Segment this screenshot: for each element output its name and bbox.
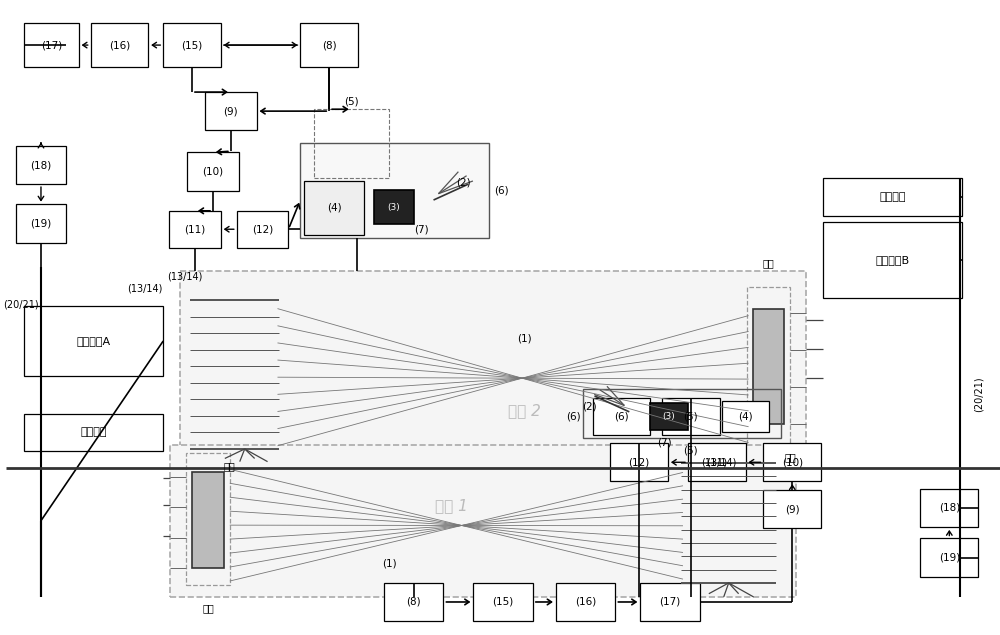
Text: 工位 2: 工位 2 <box>508 403 541 418</box>
Text: 二维转台: 二维转台 <box>80 427 107 438</box>
Bar <box>186 453 230 585</box>
Text: 次镜: 次镜 <box>763 258 774 269</box>
Bar <box>662 398 720 435</box>
Text: (13/14): (13/14) <box>127 284 162 294</box>
Bar <box>688 443 746 481</box>
Text: (18): (18) <box>30 160 52 170</box>
Text: 次镜: 次镜 <box>202 603 214 613</box>
Text: (5): (5) <box>684 446 698 456</box>
Text: (9): (9) <box>785 504 800 514</box>
Text: (6): (6) <box>494 185 508 196</box>
Bar <box>170 444 796 597</box>
Bar <box>747 287 790 446</box>
Bar <box>24 306 163 376</box>
Text: (4): (4) <box>327 203 341 213</box>
Bar <box>205 92 257 130</box>
Text: (7): (7) <box>657 438 671 448</box>
Text: (3): (3) <box>387 203 400 211</box>
Bar <box>384 583 443 621</box>
Bar <box>300 23 358 67</box>
Bar <box>314 109 389 178</box>
Bar <box>163 23 221 67</box>
Text: (4): (4) <box>738 411 753 422</box>
Bar <box>640 583 700 621</box>
Text: (9): (9) <box>223 106 238 116</box>
Text: (15): (15) <box>181 40 203 50</box>
Bar <box>237 211 288 248</box>
Bar <box>24 23 79 67</box>
Text: (20/21): (20/21) <box>973 376 983 411</box>
Bar <box>16 204 66 243</box>
Bar <box>920 538 978 577</box>
Text: (3): (3) <box>663 412 675 421</box>
Bar <box>24 414 163 451</box>
Bar <box>187 152 239 190</box>
Text: 主镜: 主镜 <box>784 452 796 462</box>
Text: (12): (12) <box>252 224 273 234</box>
Text: (5): (5) <box>684 411 698 422</box>
Bar <box>722 401 769 432</box>
Text: 主镜: 主镜 <box>224 462 236 472</box>
Text: (6): (6) <box>614 411 629 422</box>
Bar <box>374 190 414 224</box>
Bar <box>920 489 978 527</box>
Text: (13/14): (13/14) <box>701 457 736 467</box>
Bar <box>823 222 962 298</box>
Bar <box>583 389 781 438</box>
Text: (12): (12) <box>629 457 650 467</box>
Bar <box>556 583 615 621</box>
Text: (11): (11) <box>706 457 727 467</box>
Text: (1): (1) <box>382 558 397 568</box>
Bar <box>763 490 821 528</box>
Text: (7): (7) <box>414 225 429 235</box>
Text: 参试终端B: 参试终端B <box>876 255 910 265</box>
Text: (10): (10) <box>782 457 803 467</box>
Text: 工位 1: 工位 1 <box>435 498 468 513</box>
Bar <box>763 443 821 481</box>
Bar <box>650 403 688 430</box>
Text: (17): (17) <box>41 40 62 50</box>
Text: (16): (16) <box>109 40 130 50</box>
Bar <box>169 211 221 248</box>
Text: 参试终端A: 参试终端A <box>77 336 111 346</box>
Bar <box>593 398 650 435</box>
Bar <box>16 146 66 184</box>
Bar <box>300 143 489 238</box>
Text: (15): (15) <box>492 597 514 607</box>
Text: (20/21): (20/21) <box>3 300 39 310</box>
Text: (13/14): (13/14) <box>167 271 203 281</box>
Bar <box>610 443 668 481</box>
Text: (11): (11) <box>184 224 206 234</box>
Text: (19): (19) <box>939 552 960 563</box>
Text: (16): (16) <box>575 597 596 607</box>
Text: (18): (18) <box>939 503 960 513</box>
Text: (17): (17) <box>659 597 681 607</box>
Bar <box>753 309 784 424</box>
Text: (2): (2) <box>456 177 471 187</box>
Bar <box>192 472 224 568</box>
Text: (19): (19) <box>30 218 52 229</box>
Text: (8): (8) <box>406 597 421 607</box>
Bar <box>823 178 962 216</box>
Bar <box>473 583 533 621</box>
Bar <box>180 271 806 465</box>
Text: 二维转台: 二维转台 <box>879 192 906 202</box>
Text: (8): (8) <box>322 40 336 50</box>
Text: (5): (5) <box>344 97 359 107</box>
Bar <box>91 23 148 67</box>
Text: (6): (6) <box>566 411 581 422</box>
Text: (10): (10) <box>202 166 223 177</box>
Text: (2): (2) <box>582 402 597 411</box>
Text: (1): (1) <box>517 334 532 344</box>
Bar <box>304 181 364 235</box>
